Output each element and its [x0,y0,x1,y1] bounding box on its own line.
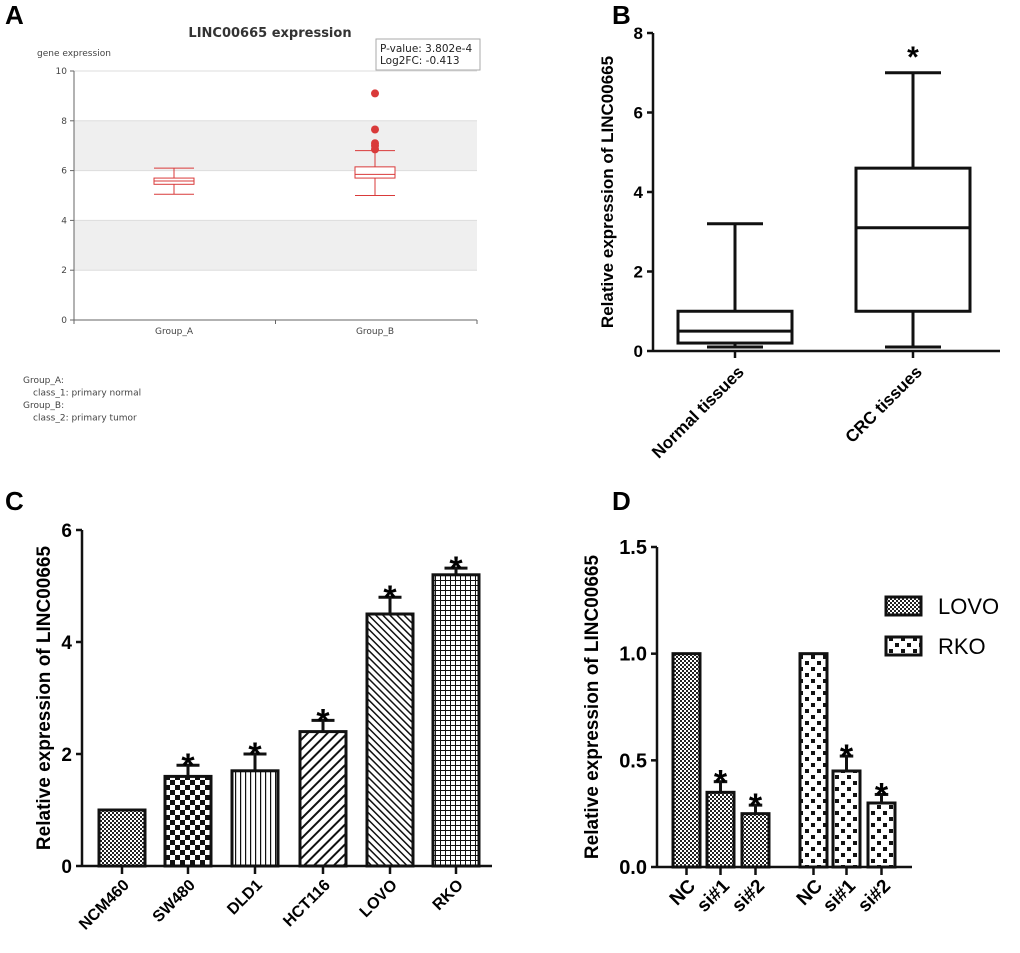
significance-asterisk-c: * [316,702,330,740]
y-tick-label-a: 6 [61,167,67,177]
bar-c [163,774,213,868]
box-b [854,166,972,313]
y-tick-label-a: 4 [61,216,67,226]
bar-d [705,790,736,869]
y-tick-label-b: 4 [634,183,644,202]
x-tick-label-c: LOVO [357,877,401,921]
x-tick-label-d: si#2 [854,876,895,917]
legend-label-d: RKO [938,634,986,659]
y-axis-label-d: Relative expression of LINC00665 [582,555,603,860]
bar-c [230,769,280,868]
y-tick-label-a: 10 [56,67,68,77]
panel-label-d: D [612,486,631,516]
bar-d [671,652,702,869]
stats-text-a: P-value: 3.802e-4 [380,43,472,55]
bar-d [831,769,862,869]
y-tick-label-b: 6 [634,104,643,123]
bar-d [798,652,829,869]
y-tick-label-c: 2 [61,745,72,766]
x-tick-label-d: si#2 [728,876,769,917]
y-tick-label-d: 1.0 [619,644,647,666]
significance-asterisk-d: * [714,764,728,802]
y-tick-label-d: 0.5 [619,750,647,772]
box-a [354,166,396,179]
bar-c [365,612,415,868]
outlier-a [371,145,379,154]
y-tick-label-a: 0 [61,316,67,326]
legend-swatch-d [884,595,923,617]
y-tick-label-c: 4 [61,633,72,654]
x-tick-label-c: SW480 [150,877,199,926]
legend-note-a: Group_B: [23,401,64,411]
x-tick-label-c: RKO [430,877,467,914]
y-tick-label-b: 8 [634,24,643,43]
x-tick-label-d: si#1 [693,875,734,916]
bar-c [298,730,348,868]
outlier-a [371,89,379,98]
stats-text-a: Log2FC: -0.413 [380,55,460,67]
x-tick-label-c: NCM460 [76,877,133,934]
x-tick-label-a: Group_B [356,327,394,337]
y-tick-label-c: 0 [61,857,72,878]
y-tick-label-a: 2 [61,266,67,276]
legend-swatch-d [884,635,923,657]
y-axis-label-b: Relative expression of LINC00665 [598,56,617,328]
chart-title-a: LINC00665 expression [188,26,351,41]
y-axis-label-a: gene expression [37,49,111,59]
box-b [676,309,794,345]
y-tick-label-c: 6 [61,521,72,542]
legend-note-a: Group_A: [23,376,64,386]
x-tick-label-b: Normal tissues [648,362,748,462]
panel-label-b: B [612,0,631,30]
band-a [74,120,477,171]
significance-asterisk-d: * [875,776,889,814]
bar-c [431,573,481,868]
y-tick-label-d: 0.0 [619,857,647,879]
stats-box-a [375,38,481,71]
significance-asterisk-c: * [181,747,195,785]
y-tick-label-d: 1.5 [619,537,647,559]
x-tick-label-a: Group_A [155,327,194,337]
x-tick-label-c: DLD1 [224,877,266,919]
x-tick-label-b: CRC tissues [842,362,926,446]
legend-note-a: class_1: primary normal [33,389,141,399]
significance-asterisk-b: * [907,41,919,74]
outlier-a [371,125,379,134]
x-tick-label-d: si#1 [819,875,860,916]
legend-label-d: LOVO [938,594,999,619]
significance-asterisk-d: * [749,787,763,825]
y-tick-label-a: 8 [61,117,67,127]
band-a [74,220,477,271]
y-axis-label-c: Relative expression of LINC00665 [34,546,55,851]
panel-label-c: C [5,486,24,516]
y-tick-label-b: 0 [634,342,643,361]
bar-c [97,808,147,868]
significance-asterisk-c: * [248,736,262,774]
x-tick-label-c: HCT116 [280,877,334,931]
panel-label-a: A [5,0,24,30]
significance-asterisk-c: * [449,550,463,588]
significance-asterisk-d: * [840,738,854,776]
bar-d [740,812,771,869]
significance-asterisk-c: * [383,579,397,617]
legend-note-a: class_2: primary tumor [33,414,137,424]
y-tick-label-b: 2 [634,263,643,282]
